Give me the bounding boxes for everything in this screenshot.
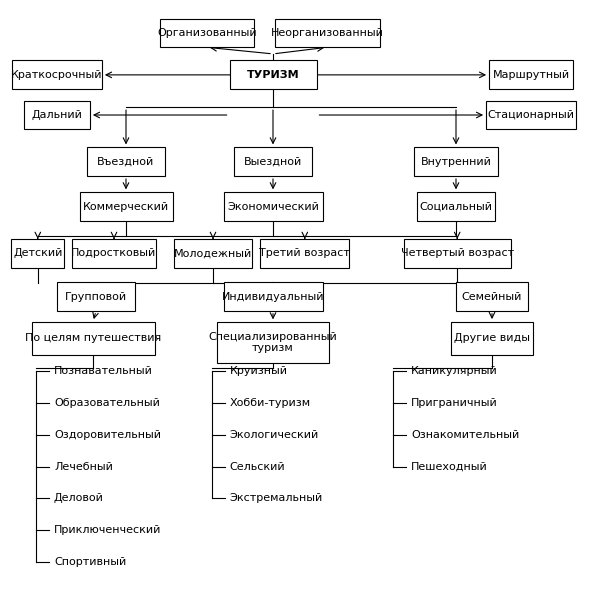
- Text: Социальный: Социальный: [419, 202, 493, 211]
- Text: Третий возраст: Третий возраст: [259, 249, 350, 258]
- FancyBboxPatch shape: [87, 147, 165, 176]
- Text: Образовательный: Образовательный: [54, 398, 160, 408]
- FancyBboxPatch shape: [217, 322, 329, 363]
- Text: Оздоровительный: Оздоровительный: [54, 430, 161, 440]
- Text: Краткосрочный: Краткосрочный: [11, 70, 103, 80]
- Text: Стационарный: Стационарный: [487, 110, 575, 120]
- Text: Организованный: Организованный: [157, 28, 257, 38]
- FancyBboxPatch shape: [486, 101, 576, 129]
- Text: Приключенческий: Приключенческий: [54, 525, 161, 535]
- Text: Групповой: Групповой: [65, 292, 127, 301]
- FancyBboxPatch shape: [234, 147, 312, 176]
- Text: Хобби-туризм: Хобби-туризм: [230, 398, 311, 408]
- FancyBboxPatch shape: [229, 60, 317, 89]
- Text: Приграничный: Приграничный: [411, 398, 498, 408]
- Text: Круизный: Круизный: [230, 367, 288, 376]
- Text: Ознакомительный: Ознакомительный: [411, 430, 519, 440]
- Text: Детский: Детский: [13, 249, 62, 258]
- FancyBboxPatch shape: [12, 60, 102, 89]
- Text: Сельский: Сельский: [230, 462, 286, 471]
- Text: Пешеходный: Пешеходный: [411, 462, 488, 471]
- Text: Экстремальный: Экстремальный: [230, 494, 323, 503]
- FancyBboxPatch shape: [24, 101, 90, 129]
- FancyBboxPatch shape: [57, 282, 135, 311]
- FancyBboxPatch shape: [223, 192, 323, 221]
- FancyBboxPatch shape: [417, 192, 495, 221]
- FancyBboxPatch shape: [32, 322, 155, 355]
- FancyBboxPatch shape: [414, 147, 498, 176]
- Text: Экономический: Экономический: [227, 202, 319, 211]
- FancyBboxPatch shape: [451, 322, 533, 355]
- Text: Лечебный: Лечебный: [54, 462, 113, 471]
- Text: Познавательный: Познавательный: [54, 367, 153, 376]
- FancyBboxPatch shape: [275, 19, 380, 47]
- Text: Молодежный: Молодежный: [174, 249, 252, 258]
- Text: Другие виды: Другие виды: [454, 334, 530, 343]
- Text: Четвертый возраст: Четвертый возраст: [401, 249, 514, 258]
- Text: Дальний: Дальний: [32, 110, 82, 120]
- FancyBboxPatch shape: [456, 282, 528, 311]
- Text: Внутренний: Внутренний: [421, 157, 491, 167]
- FancyBboxPatch shape: [404, 239, 511, 268]
- Text: Маршрутный: Маршрутный: [493, 70, 569, 80]
- Text: Подростковый: Подростковый: [71, 249, 157, 258]
- Text: Деловой: Деловой: [54, 494, 104, 503]
- Text: По целям путешествия: По целям путешествия: [25, 334, 161, 343]
- FancyBboxPatch shape: [72, 239, 156, 268]
- Text: Семейный: Семейный: [462, 292, 522, 301]
- FancyBboxPatch shape: [489, 60, 573, 89]
- Text: Спортивный: Спортивный: [54, 557, 126, 567]
- Text: Индивидуальный: Индивидуальный: [222, 292, 324, 301]
- Text: Въездной: Въездной: [97, 157, 155, 167]
- Text: Каникулярный: Каникулярный: [411, 367, 498, 376]
- Text: Выездной: Выездной: [244, 157, 302, 167]
- Text: Специализированный
туризм: Специализированный туризм: [209, 332, 337, 353]
- FancyBboxPatch shape: [160, 19, 254, 47]
- FancyBboxPatch shape: [174, 239, 252, 268]
- FancyBboxPatch shape: [223, 282, 323, 311]
- Text: Коммерческий: Коммерческий: [83, 202, 169, 211]
- FancyBboxPatch shape: [11, 239, 64, 268]
- Text: Экологический: Экологический: [230, 430, 319, 440]
- FancyBboxPatch shape: [260, 239, 349, 268]
- Text: ТУРИЗМ: ТУРИЗМ: [247, 70, 299, 80]
- Text: Неорганизованный: Неорганизованный: [271, 28, 383, 38]
- FancyBboxPatch shape: [79, 192, 173, 221]
